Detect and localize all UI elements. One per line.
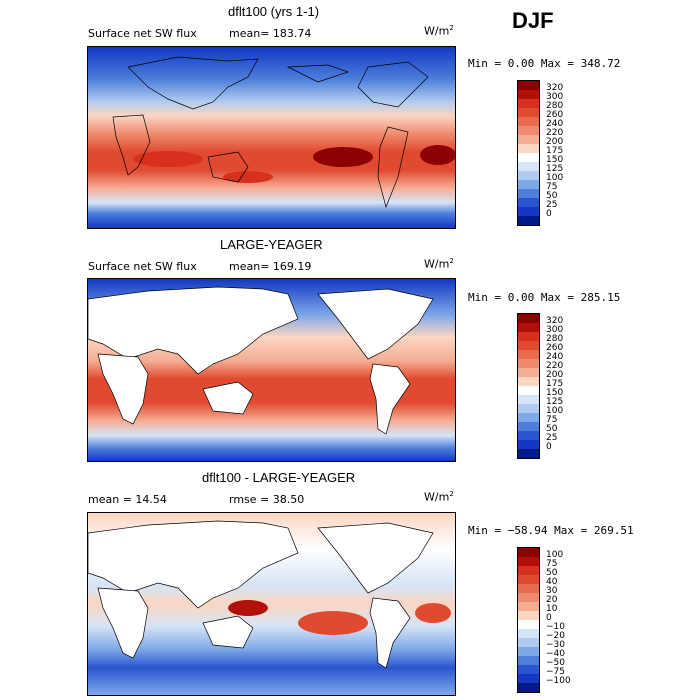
- panel1-variable-label: Surface net SW flux: [88, 27, 197, 40]
- panel2-units: W/m2: [424, 257, 454, 271]
- panel1-tick: 25: [546, 200, 558, 210]
- panel2-tick: 220: [546, 361, 564, 371]
- panel3-tick: 100: [546, 550, 564, 560]
- panel2-title: LARGE-YEAGER: [220, 237, 323, 252]
- panel3-rmse-label: rmse = 38.50: [229, 493, 305, 506]
- panel1-tick: 175: [546, 146, 564, 156]
- panel1-minmax: Min = 0.00 Max = 348.72: [468, 57, 621, 70]
- panel3-tick: 75: [546, 559, 558, 569]
- panel3-colorbar-ticks: 100 75 50 40 30 20 10 0 −10 −20 −30 −40 …: [546, 551, 586, 695]
- panel2-colorbar: [517, 313, 540, 459]
- panel3-tick: −75: [546, 667, 565, 677]
- panel1-tick: 0: [546, 209, 552, 219]
- panel1-tick: 50: [546, 191, 558, 201]
- panel3-tick: −100: [546, 676, 571, 686]
- panel3-tick: 50: [546, 568, 558, 578]
- panel1-tick: 280: [546, 101, 564, 111]
- panel1-units: W/m2: [424, 24, 454, 38]
- panel2-tick: 320: [546, 316, 564, 326]
- panel2-colorbar-ticks: 320 300 280 260 240 220 200 175 150 125 …: [546, 317, 586, 461]
- panel3-tick: −30: [546, 640, 565, 650]
- panel2-tick: 175: [546, 379, 564, 389]
- panel2-tick: 150: [546, 388, 564, 398]
- panel2-mean-label: mean= 169.19: [229, 260, 312, 273]
- panel2-tick: 260: [546, 343, 564, 353]
- panel2-tick: 100: [546, 406, 564, 416]
- panel1-tick: 200: [546, 137, 564, 147]
- panel3-tick: 10: [546, 604, 558, 614]
- panel1-tick: 220: [546, 128, 564, 138]
- panel3-tick: 20: [546, 595, 558, 605]
- panel3-tick: −50: [546, 658, 565, 668]
- panel2-minmax: Min = 0.00 Max = 285.15: [468, 291, 621, 304]
- panel2-tick: 125: [546, 397, 564, 407]
- season-label: DJF: [512, 8, 554, 33]
- panel2-tick: 240: [546, 352, 564, 362]
- panel3-minmax: Min = −58.94 Max = 269.51: [468, 524, 634, 537]
- panel1-tick: 125: [546, 164, 564, 174]
- panel1-tick: 320: [546, 83, 564, 93]
- panel1-tick: 100: [546, 173, 564, 183]
- panel1-title: dflt100 (yrs 1-1): [228, 4, 320, 19]
- panel2-tick: 0: [546, 442, 552, 452]
- panel3-colorbar: [517, 547, 540, 693]
- panel2-tick: 75: [546, 415, 558, 425]
- panel2-map: [87, 278, 456, 462]
- panel3-tick: −40: [546, 649, 565, 659]
- panel2-tick: 200: [546, 370, 564, 380]
- panel2-tick: 280: [546, 334, 564, 344]
- panel3-title: dflt100 - LARGE-YEAGER: [202, 470, 356, 485]
- panel2-tick: 25: [546, 433, 558, 443]
- panel3-mean-label: mean = 14.54: [88, 493, 167, 506]
- panel3-map: [87, 512, 456, 696]
- panel1-tick: 150: [546, 155, 564, 165]
- panel1-mean-label: mean= 183.74: [229, 27, 312, 40]
- panel3-tick: 30: [546, 586, 558, 596]
- panel2-tick: 50: [546, 424, 558, 434]
- panel3-tick: −10: [546, 622, 565, 632]
- panel2-variable-label: Surface net SW flux: [88, 260, 197, 273]
- panel2-tick: 300: [546, 325, 564, 335]
- panel1-tick: 300: [546, 92, 564, 102]
- panel1-tick: 240: [546, 119, 564, 129]
- panel1-colorbar-ticks: 320 300 280 260 240 220 200 175 150 125 …: [546, 84, 586, 228]
- panel3-tick: 40: [546, 577, 558, 587]
- panel3-tick: −20: [546, 631, 565, 641]
- panel3-tick: 0: [546, 613, 552, 623]
- panel1-colorbar: [517, 80, 540, 226]
- panel1-tick: 260: [546, 110, 564, 120]
- panel3-units: W/m2: [424, 490, 454, 504]
- panel1-tick: 75: [546, 182, 558, 192]
- panel1-map: [87, 46, 456, 229]
